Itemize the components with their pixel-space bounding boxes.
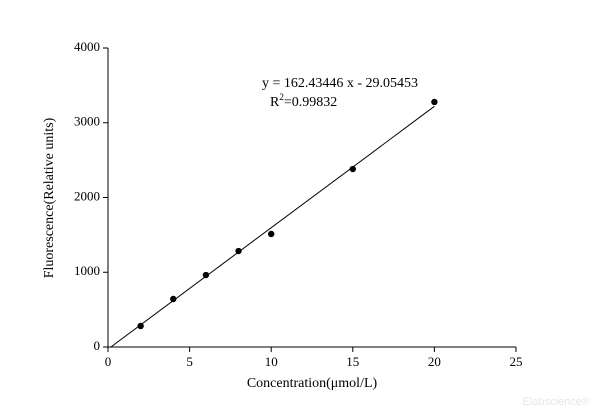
x-tick-label: 20: [428, 354, 441, 369]
x-axis-label: Concentration(μmol/L): [247, 376, 378, 391]
y-tick-label: 1000: [74, 263, 100, 278]
point: [268, 230, 275, 238]
r-squared-rest: =0.99832: [284, 95, 337, 110]
watermark: Elabscience®: [523, 396, 590, 408]
r-squared-base: R: [270, 95, 280, 110]
point: [170, 295, 177, 303]
x-tick-label: 0: [105, 354, 112, 369]
y-axis-label: Fluorescence(Relative units): [42, 117, 57, 278]
y-tick-label: 2000: [74, 188, 100, 203]
r-squared: R2=0.99832: [270, 92, 337, 110]
y-tick-label: 0: [94, 338, 101, 353]
y-tick-label: 4000: [74, 39, 100, 54]
x-tick-label: 15: [346, 354, 359, 369]
point: [349, 165, 356, 173]
point: [431, 98, 438, 106]
x-tick-label: 5: [186, 354, 193, 369]
point: [137, 322, 144, 330]
equation: y = 162.43446 x - 29.05453: [262, 76, 418, 91]
point: [202, 271, 210, 279]
fit-line: [110, 105, 435, 348]
x-tick-label: 25: [510, 354, 523, 369]
r-squared-sup: 2: [279, 92, 284, 102]
point: [235, 247, 242, 255]
x-tick-label: 10: [265, 354, 278, 369]
y-tick-label: 3000: [74, 114, 100, 129]
